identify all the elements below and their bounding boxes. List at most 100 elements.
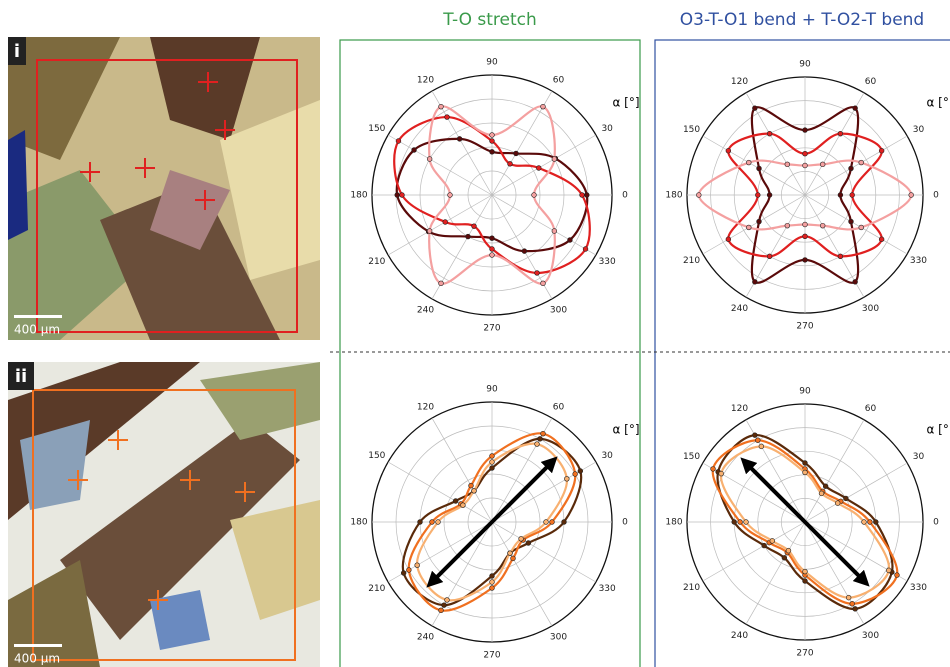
point: [850, 193, 855, 198]
point: [511, 556, 516, 561]
point: [445, 598, 450, 603]
point: [406, 568, 411, 573]
point: [746, 225, 751, 230]
point: [522, 249, 527, 254]
point: [400, 193, 405, 198]
point: [757, 166, 762, 171]
point: [785, 162, 790, 167]
point: [490, 586, 495, 591]
point: [803, 234, 808, 239]
point: [879, 148, 884, 153]
angle-tick-label: 210: [683, 583, 700, 593]
angle-tick-label: 90: [799, 60, 811, 70]
angle-tick-label: 300: [550, 306, 567, 316]
point: [508, 551, 513, 556]
angle-tick-label: 30: [913, 125, 925, 135]
point: [757, 219, 762, 224]
point: [846, 595, 851, 600]
point: [544, 520, 549, 525]
angle-tick-label: 120: [417, 75, 434, 85]
point: [541, 104, 546, 109]
angle-tick-label: 240: [731, 631, 748, 641]
point: [550, 520, 555, 525]
point: [436, 520, 441, 525]
point: [490, 247, 495, 252]
point: [439, 104, 444, 109]
point: [552, 157, 557, 162]
point: [535, 271, 540, 276]
point: [442, 603, 447, 608]
point: [895, 573, 900, 578]
point: [584, 193, 589, 198]
point: [886, 568, 891, 573]
point: [803, 461, 808, 466]
point: [711, 467, 716, 472]
point: [782, 555, 787, 560]
point: [752, 106, 757, 111]
point: [838, 131, 843, 136]
angle-tick-label: 150: [368, 451, 385, 461]
axis-label: α [°]: [926, 96, 950, 110]
point: [490, 133, 495, 138]
point: [461, 503, 466, 508]
angle-tick-label: 0: [622, 191, 628, 201]
angle-tick-label: 330: [599, 584, 616, 594]
point: [536, 166, 541, 171]
panel-label: i: [14, 41, 20, 62]
point: [786, 548, 791, 553]
point: [427, 229, 432, 234]
point: [803, 128, 808, 133]
angle-tick-label: 120: [417, 402, 434, 412]
point: [752, 433, 757, 438]
point: [803, 151, 808, 156]
angle-tick-label: 0: [933, 518, 939, 528]
angle-tick-label: 210: [368, 257, 385, 267]
point: [552, 229, 557, 234]
point: [457, 136, 462, 141]
point: [514, 151, 519, 156]
angle-tick-label: 30: [601, 124, 613, 134]
point: [803, 569, 808, 574]
point: [803, 222, 808, 227]
point: [439, 281, 444, 286]
angle-tick-label: 30: [601, 451, 613, 461]
point: [696, 193, 701, 198]
angle-tick-label: 120: [731, 77, 748, 87]
point: [853, 106, 858, 111]
angle-tick-label: 240: [417, 306, 434, 316]
angle-tick-label: 30: [913, 452, 925, 462]
point: [445, 115, 450, 120]
point: [759, 444, 764, 449]
point: [490, 580, 495, 585]
axis-label: α [°]: [612, 96, 639, 110]
point: [395, 193, 400, 198]
angle-tick-label: 330: [599, 257, 616, 267]
point: [526, 541, 531, 546]
point: [519, 536, 524, 541]
point: [583, 247, 588, 252]
angle-tick-label: 330: [910, 583, 927, 593]
point: [820, 162, 825, 167]
point: [490, 466, 495, 471]
angle-tick-label: 270: [483, 324, 500, 334]
point: [564, 476, 569, 481]
point: [418, 520, 423, 525]
axis-label: α [°]: [926, 423, 950, 437]
point: [415, 563, 420, 568]
point: [838, 193, 843, 198]
point: [746, 160, 751, 165]
angle-tick-label: 0: [933, 191, 939, 201]
point: [853, 606, 858, 611]
column-title: T-O stretch: [442, 10, 537, 30]
point: [412, 148, 417, 153]
angle-tick-label: 180: [665, 518, 682, 528]
point: [466, 234, 471, 239]
point: [439, 608, 444, 613]
point: [472, 224, 477, 229]
point: [535, 442, 540, 447]
point: [541, 431, 546, 436]
point: [541, 281, 546, 286]
point: [427, 157, 432, 162]
point: [580, 193, 585, 198]
point: [448, 193, 453, 198]
